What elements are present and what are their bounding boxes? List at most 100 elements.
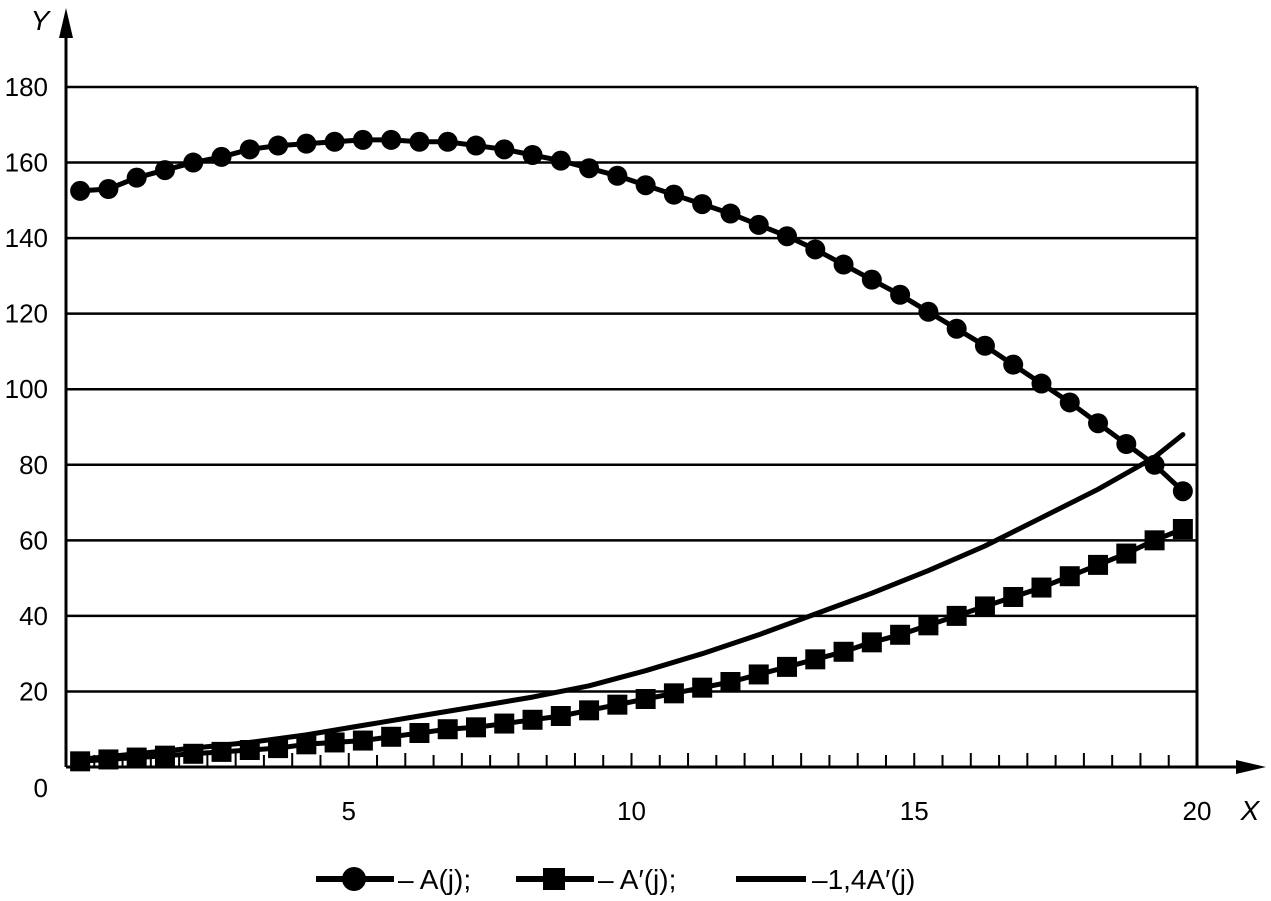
series-1-point-24 bbox=[748, 664, 769, 685]
series-0-point-27 bbox=[833, 254, 854, 275]
series-0-point-0 bbox=[70, 180, 91, 201]
series-1-point-16 bbox=[522, 709, 543, 730]
series-1-point-7 bbox=[268, 738, 289, 759]
series-0-point-1 bbox=[98, 179, 119, 199]
series-0-point-15 bbox=[494, 139, 515, 160]
series-1-point-33 bbox=[1003, 587, 1024, 607]
y-tick-label-180: 180 bbox=[5, 72, 48, 102]
y-axis-arrow bbox=[59, 8, 73, 38]
series-1-point-10 bbox=[352, 730, 373, 751]
series-0-point-32 bbox=[974, 335, 995, 356]
series-1-point-8 bbox=[296, 734, 317, 755]
legend-circle-marker bbox=[342, 867, 366, 891]
series-0-point-7 bbox=[268, 135, 289, 156]
series-1-point-39 bbox=[1172, 519, 1193, 539]
series-1-point-11 bbox=[381, 726, 402, 747]
series-1-point-34 bbox=[1031, 577, 1052, 598]
series-1-point-31 bbox=[946, 605, 967, 626]
series-0-point-18 bbox=[579, 158, 600, 179]
y-axis-label: Y bbox=[31, 5, 52, 36]
grid-lines bbox=[66, 85, 1199, 767]
series-1-point-36 bbox=[1088, 554, 1109, 575]
series-line-1 bbox=[77, 526, 1186, 764]
series-layer bbox=[70, 129, 1193, 772]
series-0-point-10 bbox=[352, 129, 373, 150]
series-1-point-2 bbox=[126, 747, 147, 768]
series-1-point-14 bbox=[465, 717, 486, 738]
series-0-point-28 bbox=[861, 269, 882, 290]
legend-square-marker bbox=[543, 868, 565, 890]
legend-label: –1,4A′(j) bbox=[812, 864, 915, 895]
series-1-point-38 bbox=[1144, 530, 1165, 551]
legend-item-1: – A′(j); bbox=[516, 864, 676, 895]
series-1-point-22 bbox=[692, 677, 713, 698]
legend: – A(j); – A′(j); –1,4A′(j) bbox=[316, 864, 915, 895]
x-axis-label: X bbox=[1240, 795, 1261, 826]
series-1-point-27 bbox=[833, 641, 854, 662]
series-1-point-20 bbox=[635, 689, 656, 709]
series-0-point-39 bbox=[1172, 481, 1193, 502]
series-1-point-32 bbox=[974, 596, 995, 617]
series-0-point-9 bbox=[324, 131, 345, 152]
y-tick-label-160: 160 bbox=[5, 148, 48, 178]
legend-item-2: –1,4A′(j) bbox=[736, 864, 915, 895]
y-tick-label-140: 140 bbox=[5, 223, 48, 253]
series-line-0 bbox=[77, 137, 1186, 494]
series-1-point-9 bbox=[324, 732, 345, 753]
series-0-point-29 bbox=[890, 284, 911, 305]
series-0-point-12 bbox=[409, 131, 430, 152]
legend-item-0: – A(j); bbox=[316, 864, 471, 895]
series-1-point-26 bbox=[805, 649, 826, 670]
series-0-point-24 bbox=[748, 214, 769, 235]
series-0-point-14 bbox=[465, 135, 486, 156]
x-tick-label-15: 15 bbox=[900, 796, 929, 826]
series-0-point-21 bbox=[663, 184, 684, 205]
x-tick-label-5: 5 bbox=[342, 796, 356, 826]
legend-label: – A′(j); bbox=[598, 864, 676, 895]
series-0-point-16 bbox=[522, 145, 543, 165]
series-0-point-4 bbox=[183, 152, 204, 173]
series-1-point-29 bbox=[890, 624, 911, 645]
legend-label: – A(j); bbox=[398, 864, 471, 895]
series-0-point-6 bbox=[239, 139, 260, 160]
y-tick-label-120: 120 bbox=[5, 299, 48, 329]
series-line-2 bbox=[77, 432, 1186, 762]
y-tick-label-60: 60 bbox=[19, 525, 48, 555]
y-tick-label-20: 20 bbox=[19, 676, 48, 706]
series-0-point-2 bbox=[126, 167, 147, 188]
series-1-point-19 bbox=[607, 694, 628, 715]
series-1-point-21 bbox=[663, 683, 684, 704]
series-0-point-20 bbox=[635, 175, 656, 196]
series-1-point-18 bbox=[579, 700, 600, 721]
series-0-point-34 bbox=[1031, 373, 1052, 394]
series-0-point-31 bbox=[946, 318, 967, 339]
series-1-point-13 bbox=[437, 719, 458, 740]
series-0-point-35 bbox=[1059, 392, 1080, 413]
series-1-point-17 bbox=[550, 706, 571, 726]
y-tick-label-100: 100 bbox=[5, 374, 48, 404]
series-0-point-25 bbox=[777, 226, 798, 247]
x-axis-arrow bbox=[1236, 760, 1266, 774]
series-1-point-12 bbox=[409, 723, 430, 743]
series-0-point-8 bbox=[296, 133, 317, 154]
series-1-point-30 bbox=[918, 615, 939, 636]
series-1-point-37 bbox=[1116, 543, 1137, 564]
axes bbox=[59, 8, 1266, 774]
series-0-point-36 bbox=[1088, 413, 1109, 434]
tick-labels: 20 40 60 80 100 120 140 160 180 0 5 10 15 20 Y X bbox=[5, 5, 1261, 826]
series-0-point-33 bbox=[1003, 354, 1024, 375]
series-0-point-26 bbox=[805, 239, 826, 260]
series-0-point-13 bbox=[437, 131, 458, 152]
origin-label: 0 bbox=[34, 773, 48, 803]
series-0-point-30 bbox=[918, 301, 939, 322]
series-0-point-5 bbox=[211, 146, 232, 167]
x-tick-label-20: 20 bbox=[1183, 796, 1212, 826]
series-0-point-37 bbox=[1116, 434, 1137, 454]
series-0-point-23 bbox=[720, 203, 741, 224]
series-0-point-3 bbox=[154, 160, 175, 181]
series-1-point-35 bbox=[1059, 566, 1080, 587]
series-1-point-25 bbox=[777, 656, 798, 677]
series-1-point-28 bbox=[861, 632, 882, 653]
